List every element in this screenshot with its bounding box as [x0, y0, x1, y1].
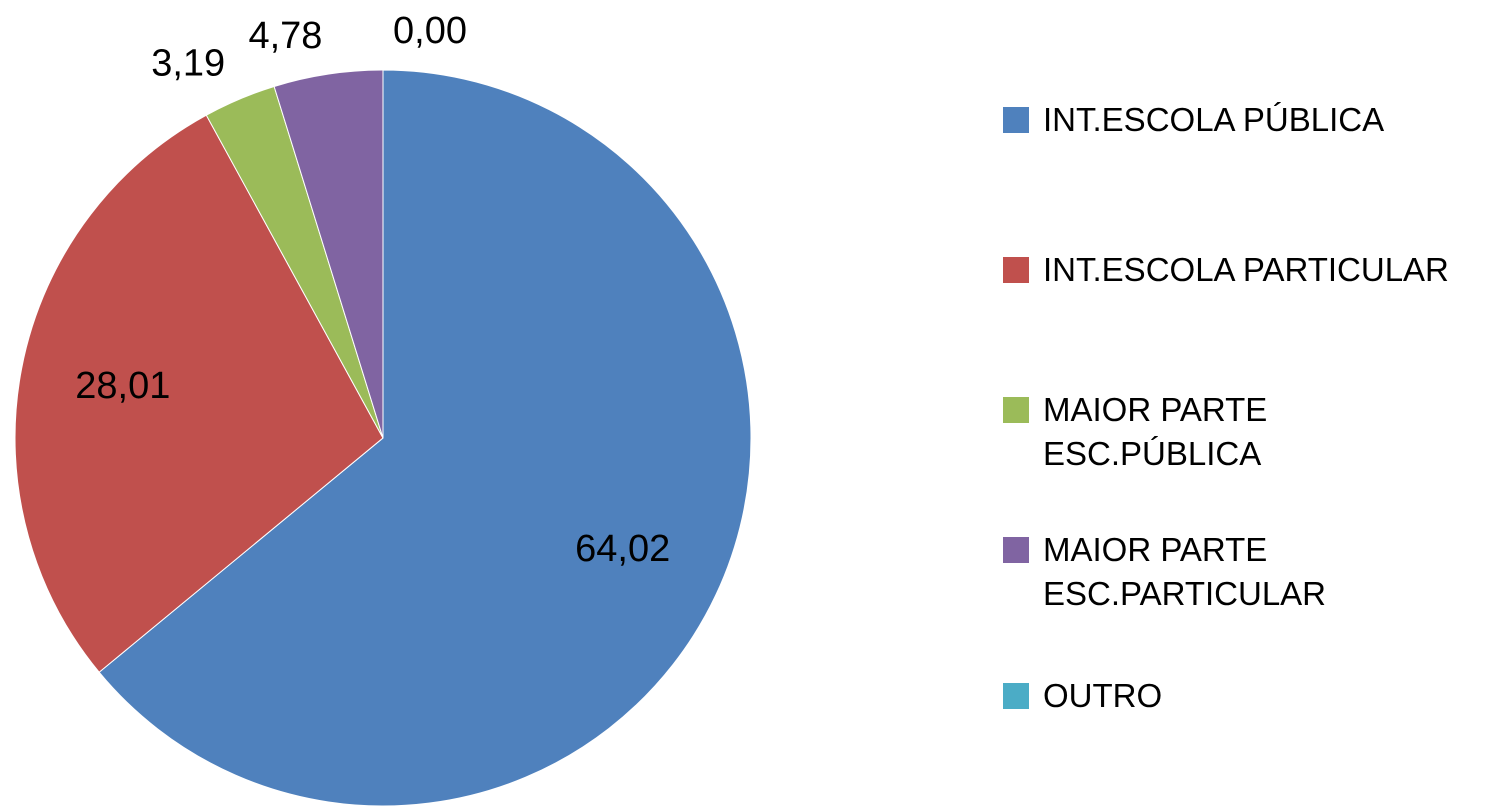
legend-item: OUTRO [1003, 674, 1483, 718]
pie-slice [273, 69, 384, 439]
data-label: 28,01 [75, 365, 170, 407]
legend-swatch [1003, 537, 1029, 563]
pie-slice [14, 114, 384, 673]
data-label: 0,00 [393, 10, 467, 52]
legend-swatch [1003, 107, 1029, 133]
chart: 64,02 28,01 3,19 4,78 0,00 [14, 10, 752, 806]
legend-label: INT.ESCOLA PÚBLICA [1043, 101, 1385, 138]
pie-slice [98, 69, 752, 806]
legend-label: OUTRO [1043, 677, 1163, 714]
legend-label: INT.ESCOLA PARTICULAR [1043, 251, 1449, 288]
legend-swatch [1003, 397, 1029, 423]
data-label: 4,78 [248, 15, 322, 57]
legend-item: MAIOR PARTE ESC.PÚBLICA [1003, 388, 1483, 476]
legend-label: MAIOR PARTE ESC.PARTICULAR [1043, 531, 1327, 612]
legend-item: INT.ESCOLA PARTICULAR [1003, 248, 1483, 292]
legend-item: INT.ESCOLA PÚBLICA [1003, 98, 1483, 142]
legend-label: MAIOR PARTE ESC.PÚBLICA [1043, 391, 1268, 472]
data-label: 64,02 [575, 528, 670, 570]
legend-swatch [1003, 257, 1029, 283]
legend-swatch [1003, 683, 1029, 709]
legend-item: MAIOR PARTE ESC.PARTICULAR [1003, 528, 1483, 616]
data-label: 3,19 [151, 42, 225, 84]
